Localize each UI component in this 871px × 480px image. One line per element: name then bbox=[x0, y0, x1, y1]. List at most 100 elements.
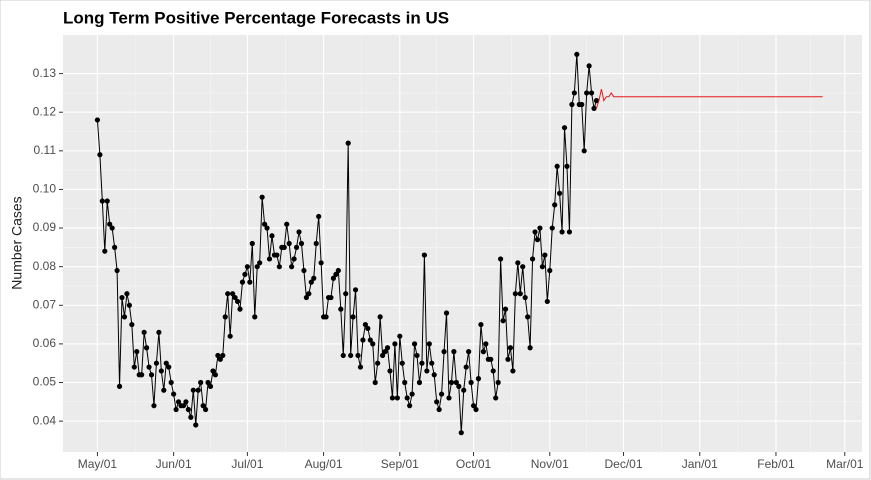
data-point bbox=[564, 163, 570, 169]
data-point bbox=[195, 387, 201, 393]
data-point bbox=[97, 152, 103, 158]
data-point bbox=[559, 229, 565, 235]
x-tick-label: Oct/01 bbox=[456, 457, 492, 471]
data-point bbox=[274, 252, 280, 258]
data-point bbox=[156, 329, 162, 335]
data-point bbox=[340, 352, 346, 359]
data-point bbox=[532, 229, 538, 235]
data-point bbox=[335, 267, 341, 274]
data-point bbox=[399, 360, 405, 366]
data-point bbox=[175, 399, 182, 405]
data-point bbox=[134, 349, 140, 355]
data-point bbox=[507, 345, 514, 351]
data-point bbox=[121, 314, 128, 320]
data-point bbox=[360, 337, 366, 343]
data-point bbox=[439, 391, 445, 397]
data-point bbox=[561, 125, 568, 131]
data-point bbox=[579, 101, 585, 108]
data-point bbox=[552, 202, 558, 208]
data-point bbox=[426, 341, 432, 347]
data-point bbox=[380, 352, 386, 359]
data-point bbox=[215, 352, 221, 359]
data-point bbox=[488, 356, 494, 362]
data-point bbox=[569, 101, 575, 108]
data-point bbox=[298, 240, 305, 247]
data-point bbox=[593, 98, 600, 104]
data-point bbox=[436, 406, 442, 413]
data-point bbox=[345, 140, 351, 146]
data-point bbox=[458, 430, 464, 436]
chart-title: Long Term Positive Percentage Forecasts … bbox=[63, 8, 449, 27]
data-point bbox=[421, 252, 427, 258]
data-point bbox=[377, 314, 383, 320]
data-point bbox=[180, 403, 187, 409]
x-tick-label: Mar/01 bbox=[826, 457, 864, 471]
data-point bbox=[252, 314, 258, 320]
data-point bbox=[212, 372, 219, 378]
series-line bbox=[596, 88, 823, 109]
data-point bbox=[343, 291, 349, 297]
data-point bbox=[313, 240, 319, 247]
data-point bbox=[114, 267, 120, 274]
data-point bbox=[261, 221, 268, 227]
data-point bbox=[502, 306, 509, 312]
data-point bbox=[407, 403, 413, 409]
x-tick-label: Dec/01 bbox=[605, 457, 643, 471]
data-point bbox=[143, 345, 150, 351]
data-point bbox=[291, 256, 297, 262]
data-point bbox=[188, 414, 194, 420]
data-point bbox=[281, 244, 287, 250]
data-point bbox=[539, 264, 546, 270]
data-point bbox=[249, 240, 255, 247]
data-point bbox=[198, 379, 204, 386]
data-point bbox=[473, 406, 479, 413]
data-point bbox=[549, 225, 555, 231]
data-point bbox=[387, 368, 393, 374]
data-point bbox=[308, 279, 314, 285]
y-tick-label: 0.13 bbox=[33, 66, 57, 80]
data-point bbox=[451, 349, 457, 355]
data-point bbox=[510, 368, 516, 374]
data-point bbox=[554, 163, 560, 169]
data-point bbox=[141, 329, 147, 335]
data-point bbox=[225, 291, 231, 297]
data-point bbox=[404, 395, 410, 401]
data-point bbox=[370, 341, 376, 347]
data-point bbox=[166, 364, 172, 370]
data-point bbox=[389, 395, 396, 401]
data-point bbox=[276, 264, 282, 270]
x-tick-label: Nov/01 bbox=[531, 457, 569, 471]
data-point bbox=[301, 267, 307, 274]
data-point bbox=[493, 395, 499, 401]
data-point bbox=[416, 379, 423, 386]
data-point bbox=[328, 294, 334, 301]
data-point bbox=[316, 213, 322, 220]
data-point bbox=[129, 321, 135, 328]
data-point bbox=[571, 90, 577, 96]
data-point bbox=[443, 310, 450, 316]
data-point bbox=[185, 406, 191, 413]
data-point bbox=[202, 406, 209, 413]
data-point bbox=[517, 291, 523, 297]
data-point bbox=[584, 90, 590, 96]
x-tick-label: Aug/01 bbox=[305, 457, 343, 471]
data-point bbox=[227, 333, 233, 339]
data-point bbox=[286, 240, 292, 247]
data-point bbox=[522, 294, 528, 301]
data-point bbox=[441, 349, 447, 355]
data-point bbox=[139, 372, 145, 378]
data-point bbox=[431, 372, 437, 378]
data-point bbox=[161, 387, 167, 393]
data-point bbox=[542, 252, 548, 258]
data-point bbox=[217, 356, 223, 362]
data-point bbox=[478, 321, 484, 328]
y-axis-label: Number Cases bbox=[9, 196, 25, 289]
data-point bbox=[163, 360, 169, 366]
data-point bbox=[515, 260, 521, 266]
data-point bbox=[232, 294, 238, 301]
data-point bbox=[148, 372, 155, 378]
data-point bbox=[448, 379, 455, 386]
data-point bbox=[586, 63, 592, 69]
data-point bbox=[266, 256, 273, 262]
data-point bbox=[581, 148, 587, 154]
